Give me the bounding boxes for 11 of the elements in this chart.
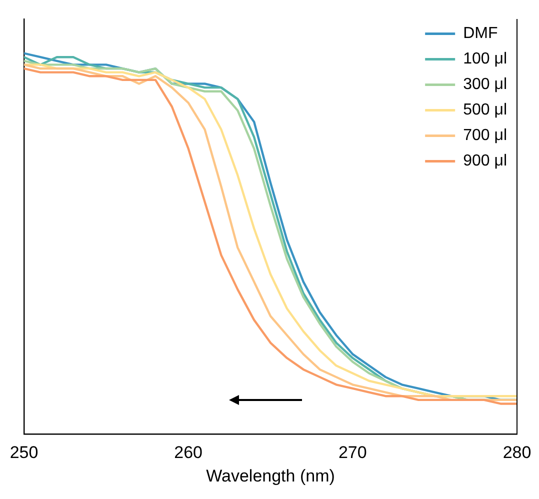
x-tick-label: 280: [502, 443, 532, 462]
x-tick-label: 270: [338, 443, 367, 462]
legend-label: 300 μl: [463, 76, 508, 94]
legend-label: 100 μl: [463, 50, 508, 68]
legend-label: DMF: [463, 25, 498, 42]
x-axis-title: Wavelength (nm): [206, 466, 335, 486]
x-tick-label: 250: [10, 443, 38, 462]
legend-label: 500 μl: [463, 102, 508, 119]
legend-label: 900 μl: [463, 152, 508, 170]
legend-label: 700 μl: [463, 127, 508, 144]
x-tick-label: 260: [174, 443, 203, 462]
